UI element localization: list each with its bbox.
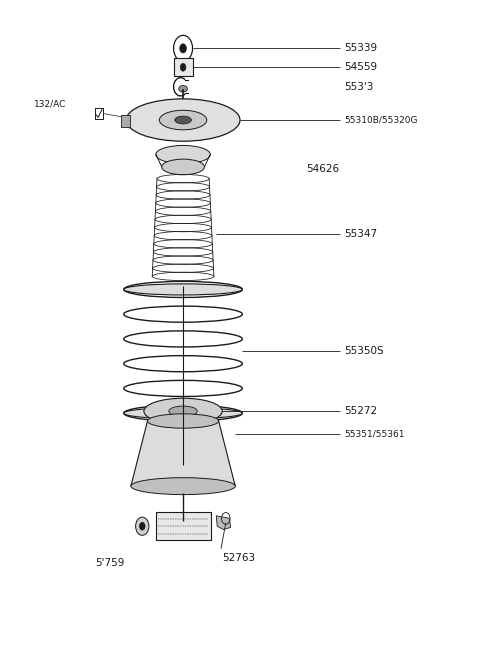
Ellipse shape	[126, 99, 240, 141]
Text: 55310B/55320G: 55310B/55320G	[344, 116, 418, 125]
Ellipse shape	[162, 159, 204, 175]
Text: 55339: 55339	[344, 43, 377, 53]
Text: 55351/55361: 55351/55361	[344, 430, 405, 438]
Ellipse shape	[169, 406, 197, 417]
Text: 54559: 54559	[344, 62, 377, 72]
Ellipse shape	[124, 284, 242, 295]
Text: 55347: 55347	[344, 229, 377, 239]
Ellipse shape	[156, 145, 210, 164]
Bar	[174, 58, 192, 76]
Polygon shape	[131, 421, 235, 486]
Text: 132/AC: 132/AC	[34, 99, 66, 108]
Bar	[96, 108, 103, 119]
Ellipse shape	[147, 414, 219, 428]
Circle shape	[180, 44, 186, 53]
Ellipse shape	[175, 116, 192, 124]
Ellipse shape	[179, 85, 187, 92]
Circle shape	[180, 63, 186, 71]
Circle shape	[139, 522, 145, 530]
Polygon shape	[216, 516, 230, 530]
Text: 5'759: 5'759	[96, 558, 125, 568]
Text: 55272: 55272	[344, 406, 377, 417]
Bar	[156, 512, 211, 540]
Bar	[121, 115, 130, 127]
Ellipse shape	[159, 110, 207, 130]
Text: 55350S: 55350S	[344, 346, 384, 356]
Text: 553'3: 553'3	[344, 82, 374, 92]
Text: 52763: 52763	[222, 553, 255, 563]
Ellipse shape	[131, 478, 235, 495]
Ellipse shape	[124, 407, 242, 419]
Text: 54626: 54626	[306, 164, 339, 174]
Circle shape	[136, 517, 149, 535]
Ellipse shape	[144, 398, 222, 424]
